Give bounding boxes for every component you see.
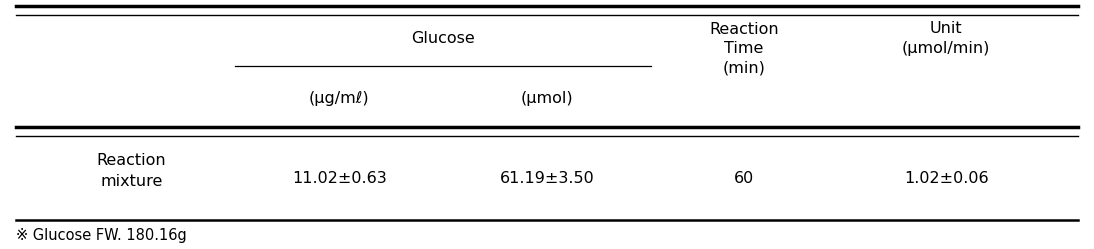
Text: (μg/mℓ): (μg/mℓ) (309, 91, 370, 106)
Text: 1.02±0.06: 1.02±0.06 (904, 171, 989, 186)
Text: ※ Glucose FW. 180.16g: ※ Glucose FW. 180.16g (16, 228, 187, 243)
Text: Reaction
mixture: Reaction mixture (96, 153, 166, 188)
Text: 11.02±0.63: 11.02±0.63 (292, 171, 386, 186)
Text: Reaction
Time
(min): Reaction Time (min) (709, 22, 779, 75)
Text: (μmol): (μmol) (521, 91, 573, 106)
Text: Unit
(μmol/min): Unit (μmol/min) (903, 21, 990, 56)
Text: Glucose: Glucose (411, 31, 475, 46)
Text: 60: 60 (734, 171, 754, 186)
Text: 61.19±3.50: 61.19±3.50 (500, 171, 594, 186)
